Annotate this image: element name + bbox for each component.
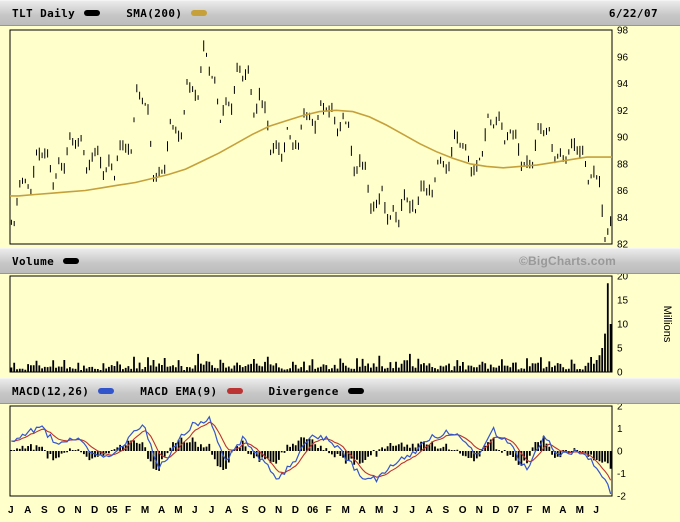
volume-chart: 20 15 10 5 0 Millions xyxy=(9,274,673,379)
x-axis-label: N xyxy=(475,505,483,516)
price-axis-label: 84 xyxy=(617,213,629,224)
symbol-label: TLT Daily xyxy=(12,6,76,20)
x-axis-label: A xyxy=(157,505,166,516)
x-axis-label: A xyxy=(425,505,433,516)
volume-axis-label: 20 xyxy=(617,274,629,283)
macd-axis-label: -1 xyxy=(617,469,626,480)
x-axis-label: J xyxy=(409,505,415,516)
volume-bars xyxy=(10,283,612,372)
volume-plot-border xyxy=(9,275,613,373)
x-axis-label: A xyxy=(358,505,366,516)
x-axis-label: 05 xyxy=(106,505,118,516)
x-axis-label: M xyxy=(575,505,585,516)
x-axis-label: S xyxy=(41,505,48,516)
macd-legend-bar: MACD(12,26) MACD EMA(9) Divergence xyxy=(0,378,680,404)
volume-axis-label: 5 xyxy=(617,344,623,355)
x-axis-label: F xyxy=(325,505,332,516)
millions-axis-title: Millions xyxy=(661,306,673,343)
macd-ema-label: MACD EMA(9) xyxy=(140,384,218,398)
price-axis-label: 92 xyxy=(617,106,629,117)
sma-label: SMA(200) xyxy=(126,6,183,20)
macd-chart: 2 1 0 -1 -2 xyxy=(9,404,626,503)
price-axis-label: 82 xyxy=(617,240,629,249)
macd-axis-label: -2 xyxy=(617,492,626,503)
x-axis-label: N xyxy=(74,505,82,516)
macd-label: MACD(12,26) xyxy=(12,384,90,398)
signal-swatch xyxy=(226,388,243,394)
macd-plot-border xyxy=(9,405,613,497)
volume-axis-label: 15 xyxy=(617,296,629,307)
chart-date: 6/22/07 xyxy=(608,6,658,20)
x-axis-label: A xyxy=(559,505,567,516)
macd-axis-label: 1 xyxy=(617,424,623,435)
x-axis-label: M xyxy=(374,505,384,516)
macd-line xyxy=(11,415,612,495)
x-axis-label: O xyxy=(57,505,66,516)
x-axis-label: N xyxy=(275,505,283,516)
x-axis-label: 07 xyxy=(507,505,519,516)
x-axis-months: J A S O N D 05 F M A M J J A S O N D 06 F M A M J J A S O N D 07 F M A M J xyxy=(0,502,680,522)
x-axis-label: J xyxy=(392,505,399,516)
price-ohlc-bars xyxy=(10,40,612,242)
price-axis-label: 86 xyxy=(617,186,629,197)
volume-label: Volume xyxy=(12,254,55,268)
x-axis-label: F xyxy=(124,505,132,516)
volume-swatch xyxy=(63,258,80,264)
x-axis-label: S xyxy=(442,505,450,516)
volume-legend-bar: Volume ©BigCharts.com xyxy=(0,248,680,274)
x-axis-label: J xyxy=(593,505,599,516)
macd-ema9-line xyxy=(11,421,612,481)
macd-axis-label: 2 xyxy=(617,404,623,413)
x-axis-label: M xyxy=(140,505,150,516)
x-axis-label: D xyxy=(291,505,299,516)
x-axis-label: F xyxy=(526,505,533,516)
x-axis-label: M xyxy=(542,505,551,516)
x-axis-label: D xyxy=(91,505,99,516)
x-axis-label: M xyxy=(341,505,350,516)
x-axis-label: O xyxy=(258,505,266,516)
volume-axis-label: 10 xyxy=(617,320,629,331)
sma-200-line xyxy=(10,109,612,197)
macd-axis-label: 0 xyxy=(617,447,623,458)
price-axis-label: 94 xyxy=(617,79,629,90)
divergence-swatch xyxy=(347,388,364,394)
price-axis-label: 98 xyxy=(617,26,629,37)
price-swatch xyxy=(84,10,101,16)
divergence-label: Divergence xyxy=(268,384,339,398)
x-axis-label: O xyxy=(458,505,467,516)
bigcharts-watermark: ©BigCharts.com xyxy=(519,254,616,268)
sma-swatch xyxy=(191,10,208,16)
x-axis-label: A xyxy=(24,505,32,516)
price-plot-border xyxy=(9,29,613,245)
price-legend-bar: TLT Daily SMA(200) 6/22/07 xyxy=(0,0,680,26)
x-axis-label: S xyxy=(241,505,249,516)
price-axis-label: 88 xyxy=(617,159,629,170)
macd-swatch xyxy=(98,388,115,394)
x-axis-label: J xyxy=(208,505,215,516)
price-axis-label: 90 xyxy=(617,133,629,144)
x-axis-label: J xyxy=(191,505,198,516)
x-axis-label: 06 xyxy=(307,505,319,516)
x-axis-label: D xyxy=(492,505,500,516)
x-axis-label: J xyxy=(8,505,14,516)
volume-axis-label: 0 xyxy=(617,368,623,379)
x-axis-label: A xyxy=(224,505,233,516)
x-axis-label: M xyxy=(174,505,183,516)
price-chart: 98 96 94 92 90 88 86 84 82 xyxy=(9,26,629,249)
price-axis-label: 96 xyxy=(617,52,629,63)
